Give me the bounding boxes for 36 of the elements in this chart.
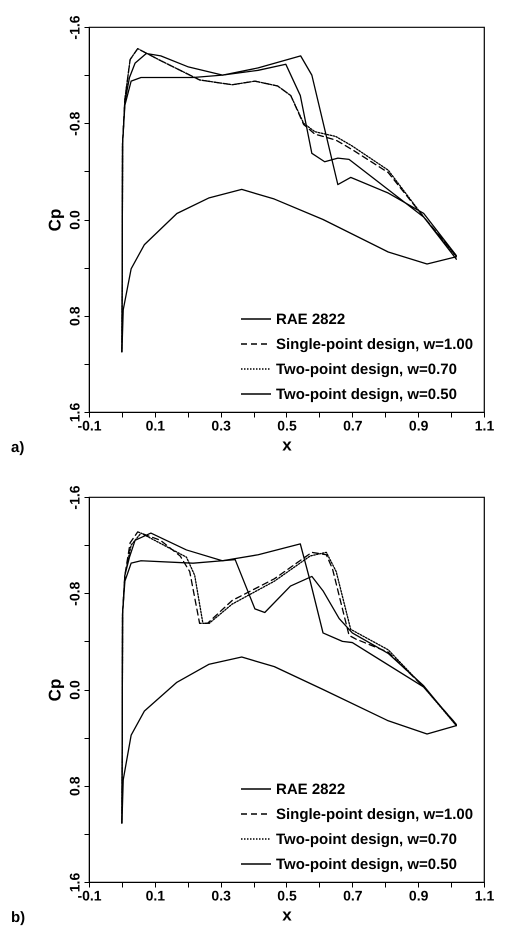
legend-label: RAE 2822 [276,781,346,798]
y-tick-label: 0.0 [66,210,82,230]
x-tick-label: 0.1 [146,888,166,904]
x-axis-title: x [282,436,292,454]
x-tick-label: 0.7 [343,418,363,434]
y-tick-label: -1.6 [66,15,82,40]
x-tick-label: 0.7 [343,888,363,904]
legend-label: Single-point design, w=1.00 [276,336,474,353]
x-tick-label: 1.1 [474,418,494,434]
y-tick-label: 1.6 [66,402,82,422]
text: a) [11,439,24,456]
legend-label: Two-point design, w=0.50 [276,856,457,873]
y-tick-label: 0.0 [66,680,82,700]
legend-label: Two-point design, w=0.70 [276,361,457,378]
y-tick-label: 1.6 [66,872,82,892]
x-tick-label: 0.5 [277,418,297,434]
x-tick-label: 0.9 [408,888,429,904]
legend-label: RAE 2822 [276,311,346,328]
y-axis-title: Cp [46,678,64,702]
y-tick-label: -0.8 [66,111,82,136]
x-tick-label: 0.5 [277,888,297,904]
x-tick-label: 0.1 [146,418,166,434]
y-tick-label: 0.8 [66,306,82,326]
x-tick-label: 1.1 [474,888,494,904]
x-tick-label: 0.3 [211,888,232,904]
y-tick-label: -0.8 [66,581,82,606]
legend-label: Two-point design, w=0.70 [276,831,457,848]
x-axis-title: x [282,906,292,924]
text: b) [11,909,26,926]
x-tick-label: 0.3 [211,418,232,434]
x-tick-label: 0.9 [408,418,429,434]
y-axis-title: Cp [46,208,64,232]
legend-label: Two-point design, w=0.50 [276,386,457,403]
y-tick-label: -1.6 [66,485,82,510]
y-tick-label: 0.8 [66,776,82,796]
legend-label: Single-point design, w=1.00 [276,806,474,823]
